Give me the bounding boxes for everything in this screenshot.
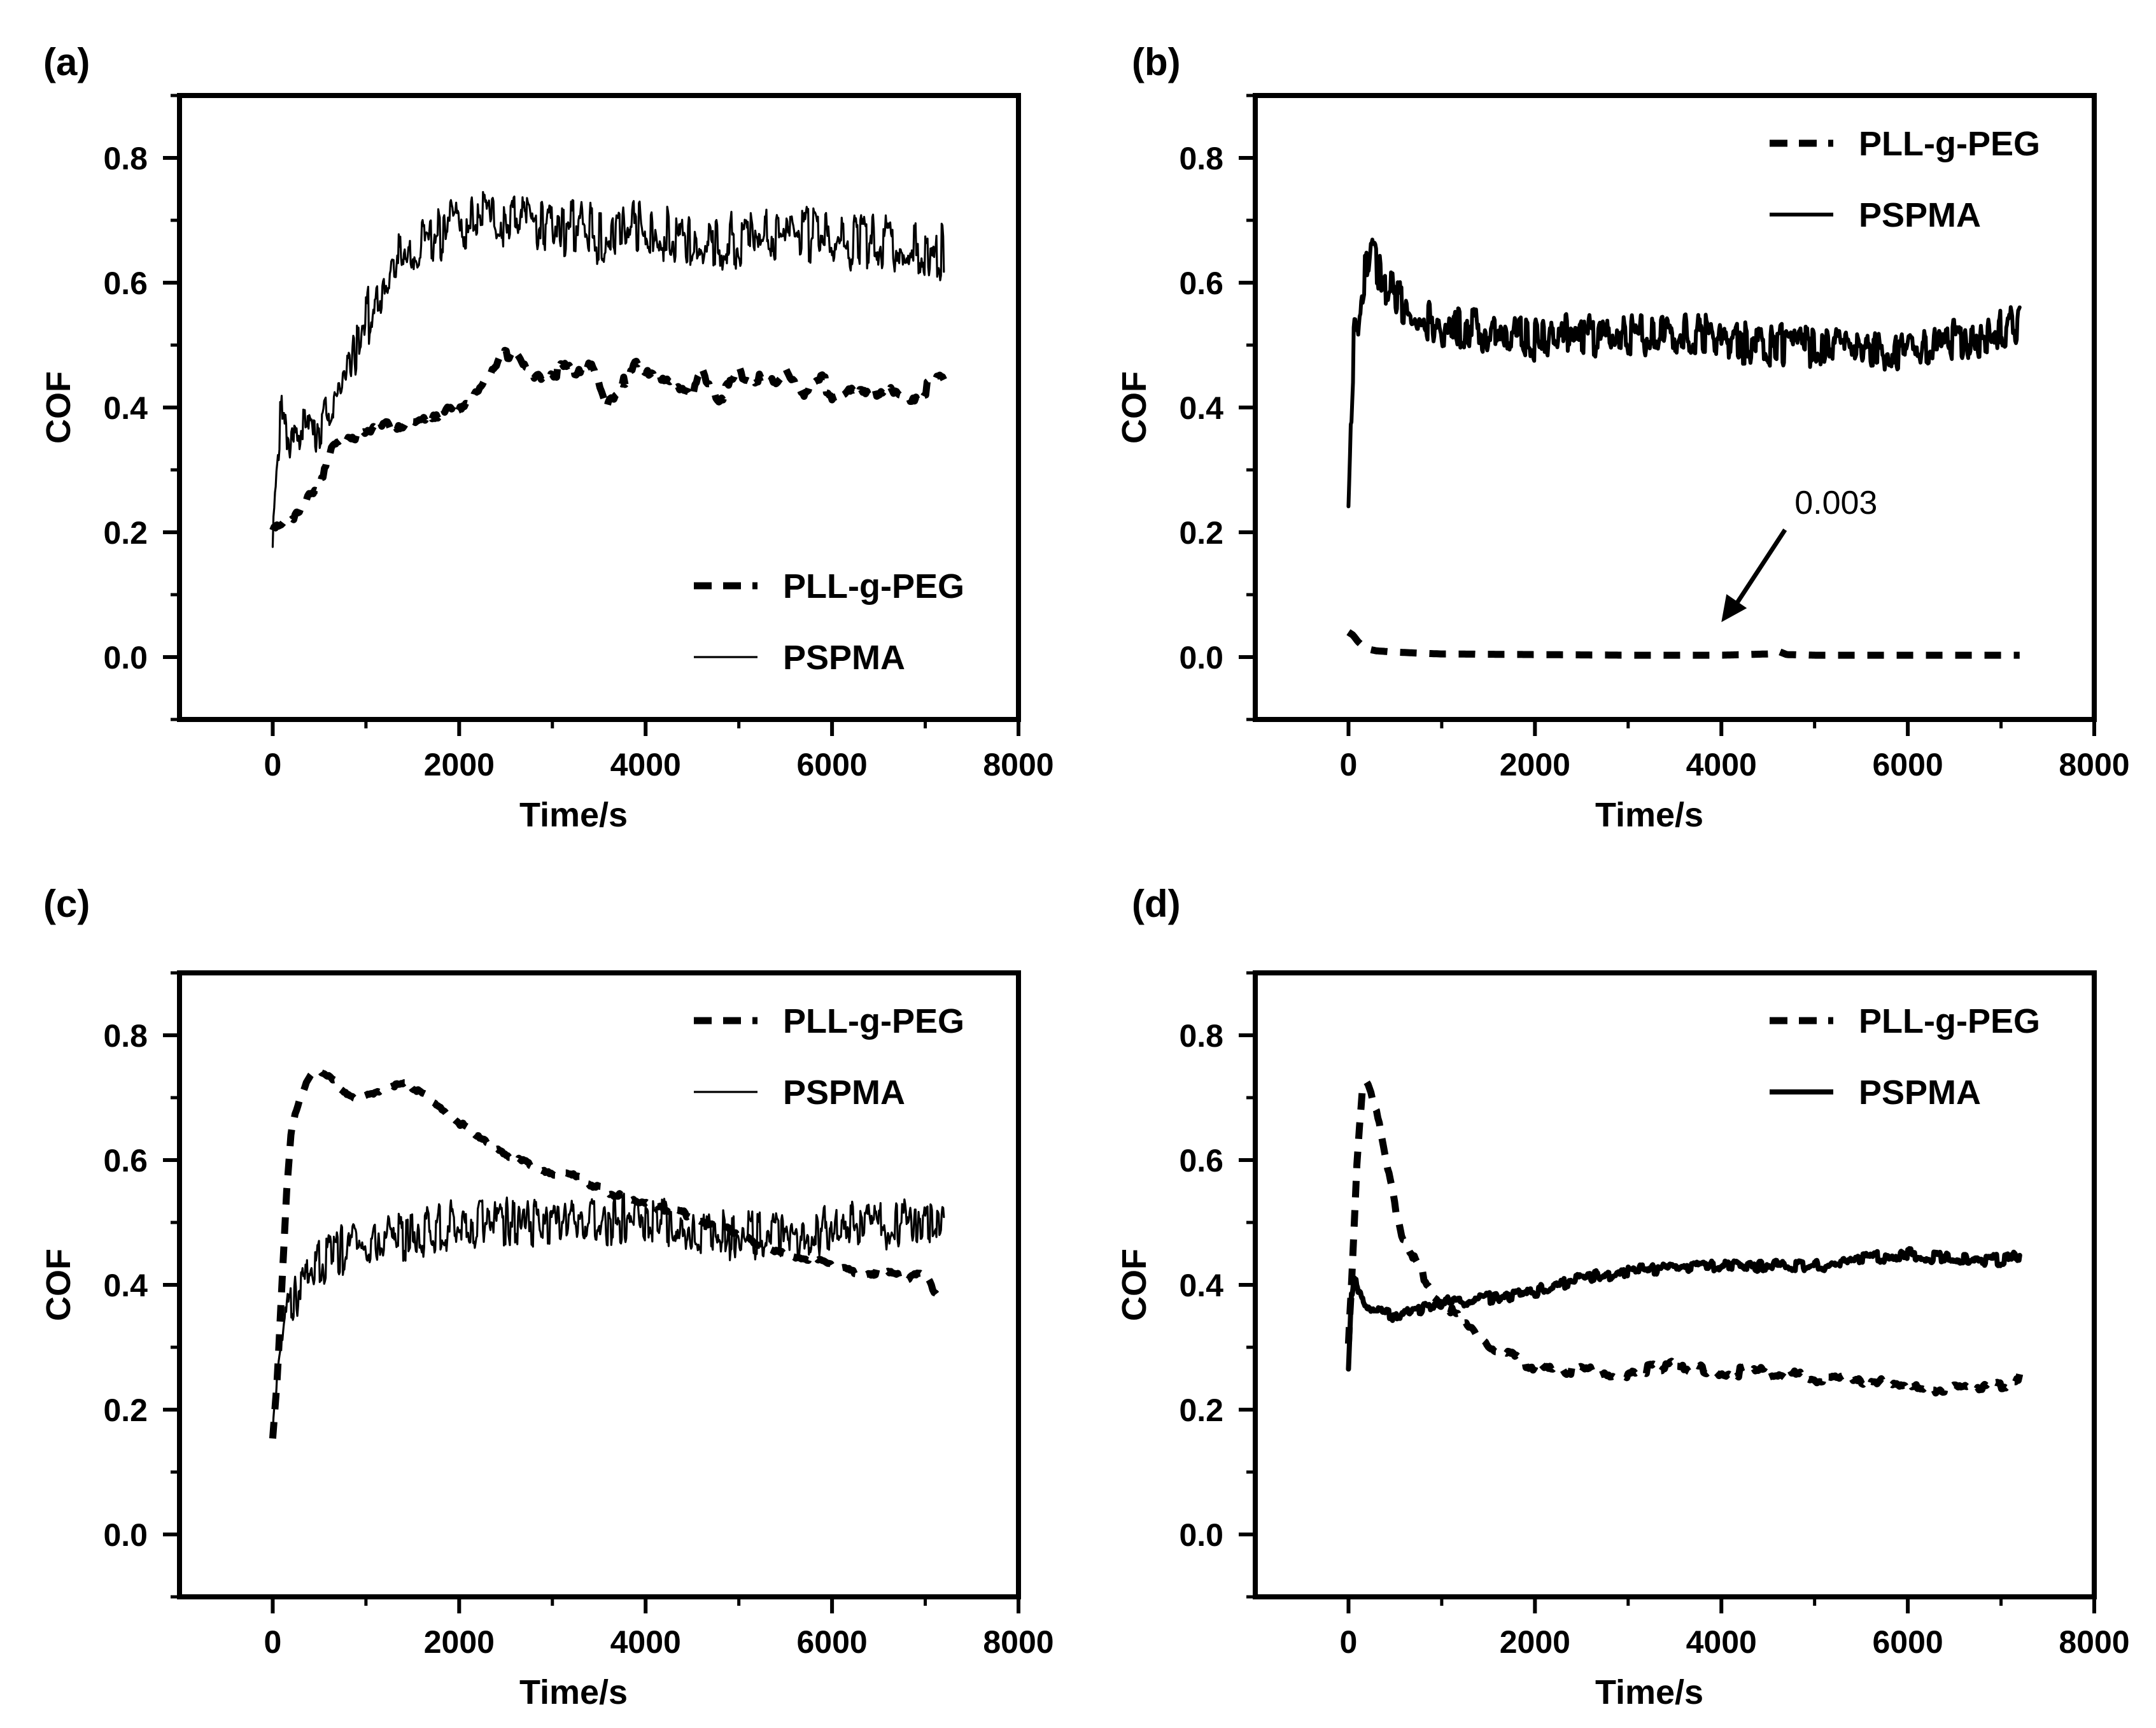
legend-label: PSPMA [1859,1073,1981,1112]
x-tick-label: 6000 [796,747,867,783]
x-tick-label: 2000 [424,1624,495,1660]
annotation-arrowhead [1721,594,1747,623]
annotation-label: 0.003 [1794,485,1877,521]
y-tick-label: 0.0 [1179,640,1223,676]
y-axis-label: COF [1115,371,1153,444]
x-axis-label: Time/s [1595,1673,1703,1711]
panel-label: (d) [1132,882,1181,925]
x-tick-label: 6000 [796,1624,867,1660]
y-tick-label: 0.4 [103,390,148,426]
legend-label: PLL-g-PEG [783,1002,964,1040]
y-tick-label: 0.0 [103,640,148,676]
y-tick-label: 0.6 [103,1143,148,1179]
plot-frame [177,93,1021,722]
y-tick-label: 0.2 [1179,515,1223,551]
panel-label: (a) [43,41,90,83]
legend: PLL-g-PEG PSPMA [694,1002,964,1112]
x-tick-label: 6000 [1872,1624,1943,1660]
panel-label: (c) [43,882,90,925]
legend-label: PLL-g-PEG [1859,1002,2040,1040]
y-axis-label: COF [39,1249,78,1321]
y-tick-label: 0.0 [1179,1517,1223,1553]
x-tick-label: 4000 [610,747,681,783]
panel-d: (d) 0 2000 4000 6000 8000 0.0 0.2 0.4 0.6 0.8 Time/… [1115,882,2130,1711]
y-tick-label: 0.8 [1179,141,1223,176]
y-tick-label: 0.2 [103,1392,148,1428]
panel-c: (c) 0 2000 4000 6000 8000 0.0 0.2 0.4 0.6 0.8 Time/… [39,882,1054,1711]
legend-label: PSPMA [1859,196,1981,234]
x-tick-label: 2000 [424,747,495,783]
x-tick-label: 0 [264,747,282,783]
y-tick-label: 0.4 [1179,1268,1223,1303]
legend-label: PSPMA [783,1073,905,1112]
series-line-pspma [271,191,945,548]
x-axis-label: Time/s [519,1673,628,1711]
x-tick-label: 8000 [983,747,1053,783]
legend-label: PSPMA [783,639,905,677]
y-tick-label: 0.4 [103,1268,148,1303]
y-tick-label: 0.6 [1179,266,1223,301]
x-tick-label: 8000 [2059,747,2129,783]
plot-frame [1253,970,2097,1599]
series-line-pll-g-peg [269,346,947,532]
plot-frame [177,970,1021,1599]
series-line-pll-g-peg [269,1066,947,1439]
y-axis-label: COF [1115,1249,1153,1321]
x-tick-label: 0 [1340,1624,1358,1660]
x-tick-label: 0 [1340,747,1358,783]
y-tick-label: 0.8 [103,141,148,176]
y-tick-label: 0.4 [1179,390,1223,426]
x-tick-label: 4000 [610,1624,681,1660]
legend: PLL-g-PEG PSPMA [1770,125,2040,234]
x-axis-label: Time/s [519,796,628,834]
x-tick-label: 2000 [1500,1624,1570,1660]
y-axis-label: COF [39,371,78,444]
x-tick-label: 4000 [1686,1624,1757,1660]
plot-frame [1253,93,2097,722]
y-tick-label: 0.0 [103,1517,148,1553]
series-line-pll-g-peg [1346,629,2022,659]
x-tick-label: 2000 [1500,747,1570,783]
x-tick-label: 8000 [2059,1624,2129,1660]
legend-label: PLL-g-PEG [1859,125,2040,163]
y-tick-label: 0.2 [103,515,148,551]
annotation-arrow [1728,528,1787,615]
series-line-pspma [271,1193,945,1434]
legend: PLL-g-PEG PSPMA [694,567,964,677]
x-tick-label: 0 [264,1624,282,1660]
legend-label: PLL-g-PEG [783,567,964,606]
panel-label: (b) [1132,41,1181,83]
series-line-pspma [1346,237,2022,509]
y-tick-label: 0.8 [103,1018,148,1054]
y-tick-label: 0.6 [1179,1143,1223,1179]
x-tick-label: 4000 [1686,747,1757,783]
panel-b: (b) 0 2000 4000 6000 8000 0.0 0.2 0.4 0.6 0.8 Time/… [1115,41,2130,834]
x-axis-label: Time/s [1595,796,1703,834]
legend: PLL-g-PEG PSPMA [1770,1002,2040,1112]
series-line-pspma [1346,1246,2022,1372]
x-tick-label: 6000 [1872,747,1943,783]
y-tick-label: 0.2 [1179,1392,1223,1428]
x-tick-label: 8000 [983,1624,1053,1660]
panel-a: (a) 0 2000 4000 6000 8000 0.0 0.2 0.4 0.6 0.8 Time/… [39,41,1054,834]
y-tick-label: 0.8 [1179,1018,1223,1054]
series-line-pll-g-peg [1344,1079,2024,1397]
y-tick-label: 0.6 [103,266,148,301]
